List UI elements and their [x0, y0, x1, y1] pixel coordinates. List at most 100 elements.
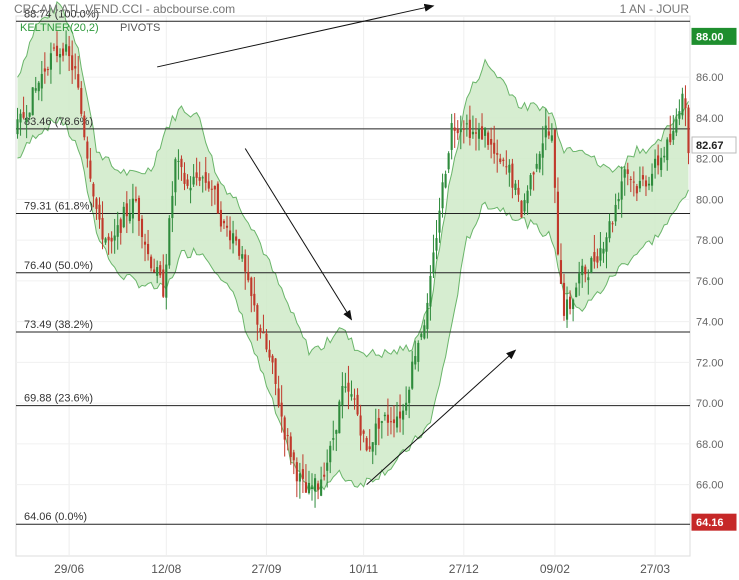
- candle-body: [578, 273, 581, 284]
- keltner-upper-line: [17, 1, 689, 359]
- candle-body: [487, 132, 490, 145]
- candle-body: [265, 333, 268, 350]
- candle-body: [341, 385, 344, 406]
- candle-body: [562, 282, 566, 316]
- price-tick-label: 86.00: [696, 72, 724, 84]
- candle-body: [104, 238, 107, 243]
- candle-body: [435, 238, 438, 251]
- candle-body: [620, 181, 623, 200]
- candle-body: [253, 293, 256, 306]
- candle-body: [183, 172, 186, 184]
- candle-body: [74, 66, 77, 69]
- candle-body: [165, 264, 168, 298]
- candle-body: [119, 219, 122, 233]
- candle-body: [380, 421, 383, 423]
- price-badge-label: 88.00: [696, 31, 724, 43]
- candle-body: [559, 260, 563, 284]
- candle-body: [356, 394, 359, 415]
- candle-body: [238, 239, 241, 256]
- candle-body: [101, 217, 104, 240]
- candle-body: [71, 55, 74, 71]
- candle-body: [307, 482, 311, 494]
- candle-body: [177, 160, 180, 162]
- candle-body: [365, 438, 368, 451]
- candle-body: [52, 47, 56, 49]
- candle-body: [408, 389, 411, 403]
- candle-body: [660, 157, 663, 171]
- candle-body: [40, 73, 43, 89]
- price-badge-low: [691, 513, 737, 531]
- candle-body: [663, 155, 666, 158]
- candle-body: [332, 438, 335, 440]
- candle-body: [432, 252, 435, 274]
- candle-body: [541, 143, 544, 158]
- candle-body: [140, 218, 144, 238]
- candle-body: [462, 128, 465, 130]
- candle-body: [31, 87, 34, 116]
- candle-body: [250, 277, 253, 297]
- candle-body: [43, 68, 46, 72]
- date-tick-label: 27/12: [449, 562, 479, 576]
- candle-body: [535, 163, 538, 169]
- candle-body: [386, 414, 389, 423]
- candle-body: [301, 469, 304, 479]
- candle-body: [289, 436, 292, 458]
- candle-body: [471, 131, 474, 135]
- candle-body: [201, 177, 204, 179]
- candle-body: [493, 142, 496, 154]
- candle-body: [569, 296, 572, 309]
- candle-body: [420, 333, 423, 338]
- candle-body: [641, 175, 645, 180]
- candle-body: [581, 265, 584, 276]
- legend-pivots: PIVOTS: [120, 22, 161, 34]
- candle-body: [37, 82, 40, 92]
- candle-body: [371, 442, 374, 452]
- candle-body: [417, 342, 420, 362]
- candle-body: [65, 44, 68, 52]
- candle-body: [599, 248, 602, 261]
- candle-body: [247, 271, 250, 281]
- candle-body: [156, 267, 159, 276]
- candle-body: [572, 299, 575, 310]
- candle-body: [268, 349, 271, 358]
- candle-body: [58, 54, 62, 58]
- candle-body: [383, 414, 386, 417]
- candle-body: [635, 186, 638, 194]
- candle-body: [77, 74, 80, 88]
- trend-arrow: [244, 148, 353, 321]
- candle-body: [629, 179, 632, 181]
- candle-body: [228, 230, 232, 241]
- candle-body: [207, 181, 210, 189]
- candle-body: [350, 394, 353, 397]
- candle-body: [128, 213, 131, 222]
- candle-body: [605, 237, 608, 252]
- candle-body: [116, 225, 119, 237]
- candle-body: [523, 200, 526, 212]
- candle-body: [638, 180, 641, 189]
- candle-body: [438, 210, 441, 233]
- candle-body: [210, 188, 213, 190]
- fib-level-label: 76.40 (50.0%): [24, 260, 93, 272]
- candle-body: [153, 269, 156, 273]
- candle-body: [113, 235, 116, 241]
- candle-body: [490, 138, 493, 145]
- fib-level-label: 88.74 (100.0%): [24, 8, 99, 20]
- candle-body: [556, 191, 559, 255]
- candle-body: [565, 299, 569, 320]
- legend-keltner: KELTNER(20,2): [20, 22, 99, 34]
- candle-body: [280, 402, 283, 417]
- candle-body: [644, 180, 648, 187]
- candle-body: [514, 183, 517, 190]
- candle-body: [329, 445, 332, 463]
- date-tick-label: 27/09: [251, 562, 281, 576]
- candle-body: [398, 411, 402, 419]
- candle-body: [484, 127, 487, 136]
- candle-body: [225, 225, 229, 228]
- candle-body: [198, 177, 201, 181]
- candle-body: [444, 173, 447, 188]
- candle-body: [453, 127, 456, 131]
- fib-level-label: 83.46 (78.6%): [24, 116, 93, 128]
- price-badge-label: 64.16: [696, 517, 724, 529]
- candle-body: [304, 482, 308, 493]
- candle-body: [374, 423, 377, 445]
